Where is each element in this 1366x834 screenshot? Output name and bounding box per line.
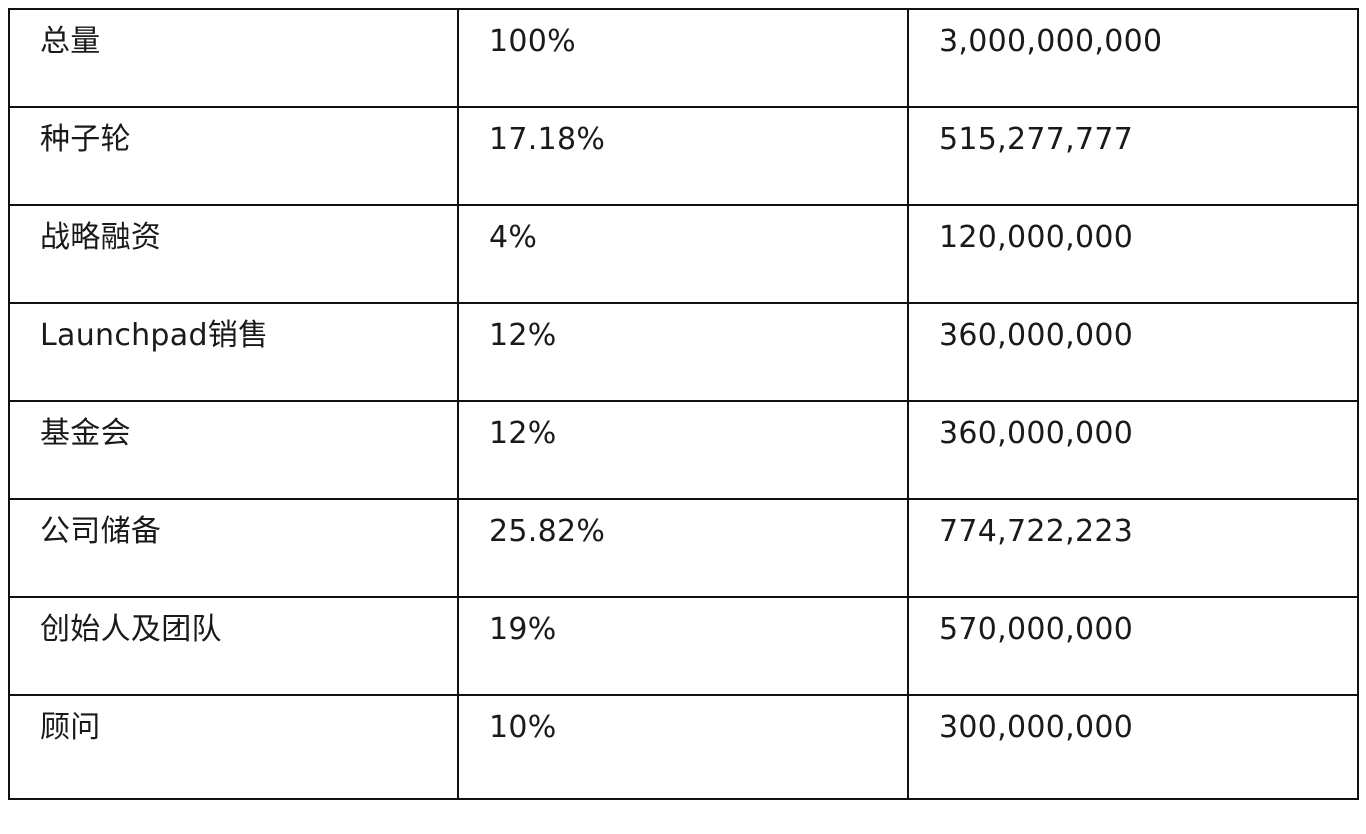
amount-cell: 360,000,000 [907,400,1359,500]
category-cell: 顾问 [8,694,459,800]
percent-cell: 4% [457,204,909,304]
amount-cell: 515,277,777 [907,106,1359,206]
category-cell: 公司储备 [8,498,459,598]
category-cell: 基金会 [8,400,459,500]
amount-cell: 774,722,223 [907,498,1359,598]
table-row: 基金会 12% 360,000,000 [8,400,1359,500]
category-cell: 创始人及团队 [8,596,459,696]
allocation-table-container: 总量 100% 3,000,000,000 种子轮 17.18% 515,277… [8,8,1359,800]
percent-cell: 19% [457,596,909,696]
percent-cell: 10% [457,694,909,800]
table-row: 战略融资 4% 120,000,000 [8,204,1359,304]
percent-cell: 12% [457,400,909,500]
category-cell: 总量 [8,8,459,108]
percent-cell: 17.18% [457,106,909,206]
category-cell: 战略融资 [8,204,459,304]
table-row: 顾问 10% 300,000,000 [8,694,1359,800]
category-cell: 种子轮 [8,106,459,206]
amount-cell: 3,000,000,000 [907,8,1359,108]
table-row: 公司储备 25.82% 774,722,223 [8,498,1359,598]
table-row: Launchpad销售 12% 360,000,000 [8,302,1359,402]
table-row: 创始人及团队 19% 570,000,000 [8,596,1359,696]
percent-cell: 25.82% [457,498,909,598]
amount-cell: 360,000,000 [907,302,1359,402]
amount-cell: 300,000,000 [907,694,1359,800]
token-allocation-table: 总量 100% 3,000,000,000 种子轮 17.18% 515,277… [8,8,1359,800]
percent-cell: 100% [457,8,909,108]
table-row: 总量 100% 3,000,000,000 [8,8,1359,108]
amount-cell: 120,000,000 [907,204,1359,304]
percent-cell: 12% [457,302,909,402]
amount-cell: 570,000,000 [907,596,1359,696]
category-cell: Launchpad销售 [8,302,459,402]
table-row: 种子轮 17.18% 515,277,777 [8,106,1359,206]
